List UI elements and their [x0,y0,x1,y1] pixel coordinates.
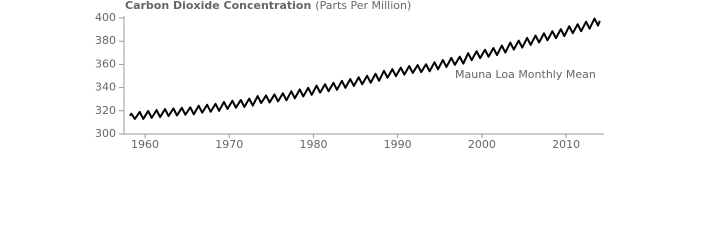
x-tick-label: 2000 [468,138,496,149]
title: Carbon Dioxide Concentration [125,0,311,12]
x-tick-label: 2010 [552,138,580,149]
x-tick-label: 1980 [299,138,327,149]
series-label: Mauna Loa Monthly Mean [455,68,596,81]
x-tick-label: 1960 [131,138,159,149]
y-tick-label: 380 [95,34,116,47]
y-tick-label: 300 [95,127,116,140]
data-line [129,17,601,120]
x-tick-label: 1990 [384,138,412,149]
y-tick-label: 400 [95,11,116,24]
y-axis-label: (Parts Per Million) [315,0,411,12]
x-tick-label: 1970 [215,138,243,149]
y-tick-label: 340 [95,81,116,94]
chart-title: Carbon Dioxide Concentration (Parts Per M… [125,0,411,12]
y-tick-label: 360 [95,57,116,70]
y-tick-label: 320 [95,104,116,117]
chart: Carbon Dioxide Concentration (Parts Per M… [95,0,604,149]
